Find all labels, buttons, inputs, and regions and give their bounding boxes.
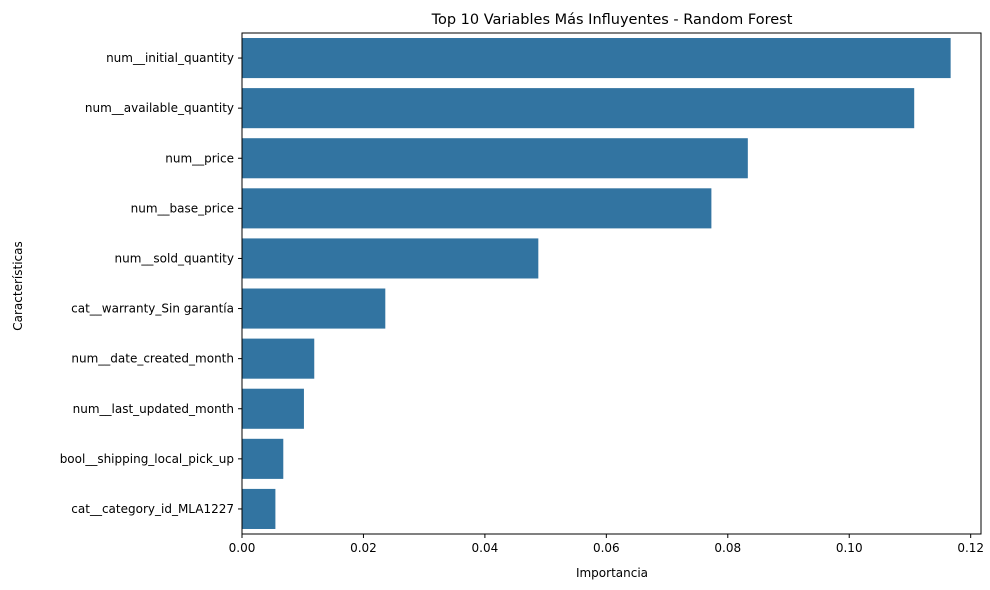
x-tick-label-3: 0.06 [593,541,620,555]
y-tick-label-8: bool__shipping_local_pick_up [60,452,234,466]
y-tick-label-4: num__sold_quantity [115,251,234,265]
y-tick-label-7: num__last_updated_month [73,402,234,416]
plot-frame [241,32,982,535]
bar-2 [242,138,748,179]
y-tick-label-1: num__available_quantity [85,101,234,115]
chart-title: Top 10 Variables Más Influyentes - Rando… [431,12,793,28]
x-tick-label-5: 0.10 [836,541,863,555]
bar-4 [242,238,539,279]
bar-7 [242,388,304,429]
bar-3 [242,188,712,229]
y-axis-ticks: num__initial_quantity num__available_quan… [60,51,242,516]
x-axis-title: Importancia [576,566,648,580]
y-tick-label-2: num__price [165,151,234,165]
bar-6 [242,338,315,379]
x-tick-label-0: 0.00 [229,541,256,555]
y-tick-label-5: cat__warranty_Sin garantía [71,302,234,316]
bar-9 [242,488,276,529]
x-tick-label-2: 0.04 [472,541,499,555]
x-tick-label-4: 0.08 [714,541,741,555]
bar-8 [242,438,284,479]
x-axis-ticks: 0.00 0.02 0.04 0.06 0.08 0.10 0.12 [229,534,984,555]
y-axis-title: Características [11,241,25,330]
bars-group [242,38,951,529]
y-tick-label-3: num__base_price [131,201,234,215]
y-tick-label-9: cat__category_id_MLA1227 [71,502,234,516]
y-tick-label-6: num__date_created_month [71,352,234,366]
x-tick-label-1: 0.02 [350,541,377,555]
x-tick-label-6: 0.12 [957,541,984,555]
bar-1 [242,88,915,129]
bar-5 [242,288,386,329]
y-tick-label-0: num__initial_quantity [106,51,234,65]
bar-0 [242,38,951,79]
